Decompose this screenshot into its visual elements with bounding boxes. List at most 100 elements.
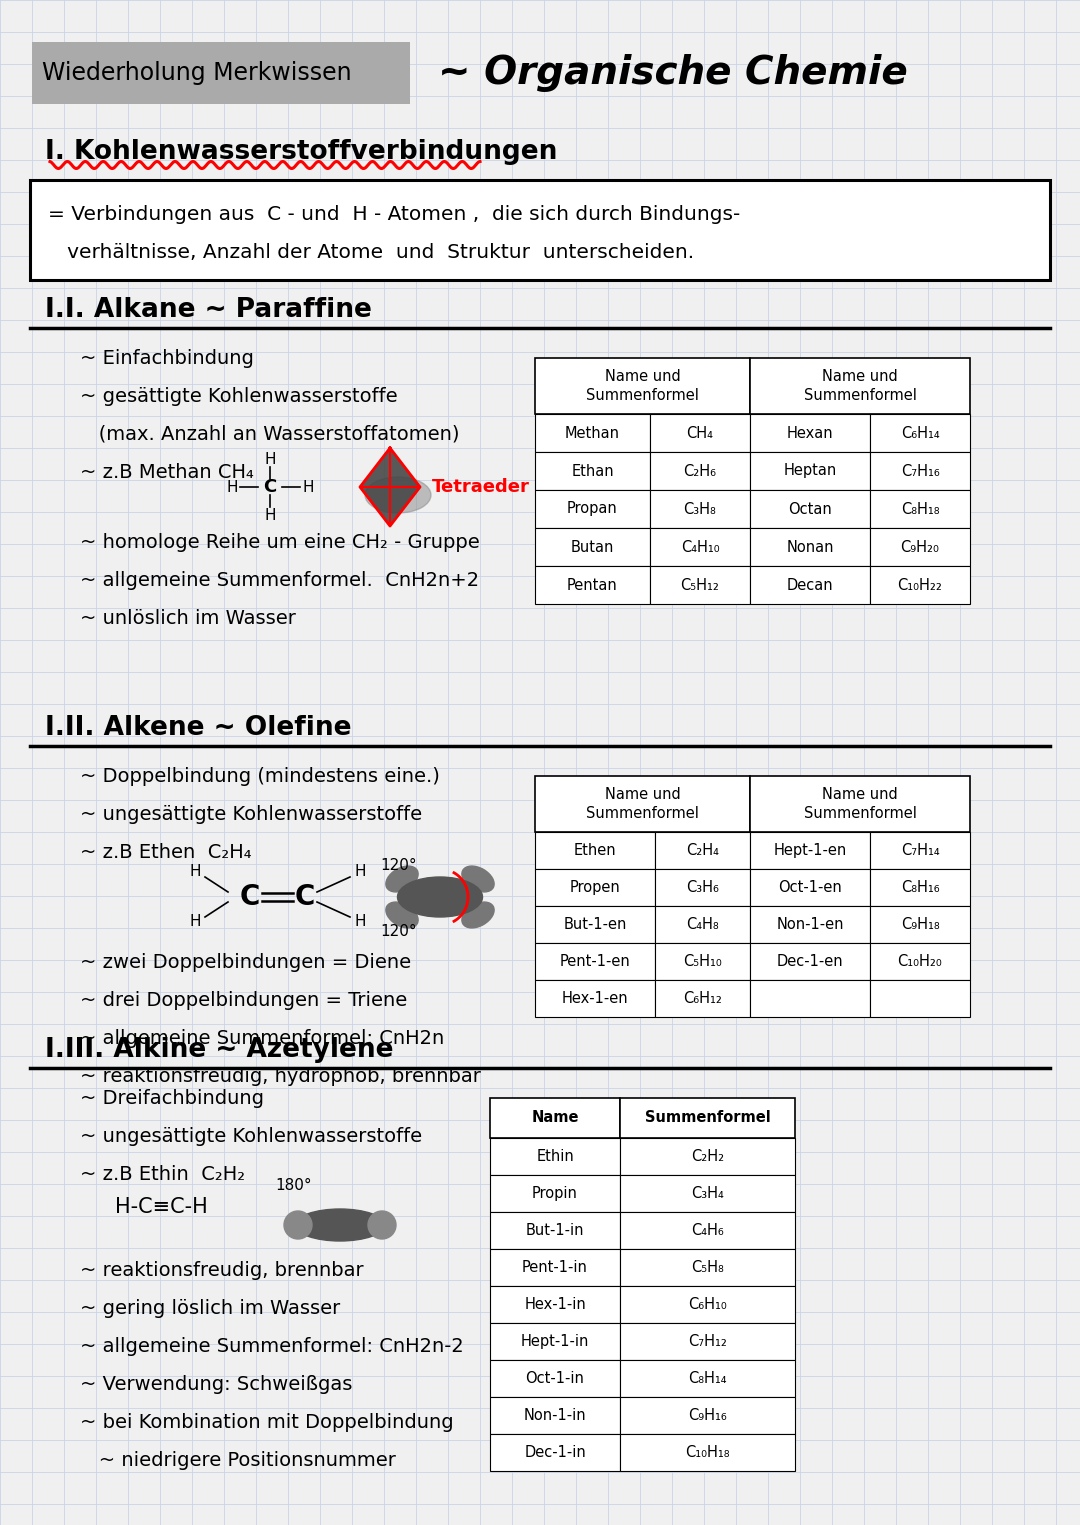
Ellipse shape (462, 903, 495, 927)
Bar (870, 528, 970, 566)
Text: C: C (240, 883, 260, 910)
Text: C₇H₁₆: C₇H₁₆ (901, 464, 940, 479)
Text: ~ Doppelbindung (mindestens eine.): ~ Doppelbindung (mindestens eine.) (80, 767, 440, 785)
Bar (750, 833, 870, 869)
Bar (32, 43, 410, 104)
Bar (870, 451, 970, 490)
Text: C₆H₁₂: C₆H₁₂ (683, 991, 721, 1006)
Text: 120°: 120° (380, 924, 417, 939)
Text: Dec-1-in: Dec-1-in (524, 1446, 585, 1459)
Text: C₁₀H₁₈: C₁₀H₁₈ (685, 1446, 730, 1459)
Bar (535, 869, 654, 906)
Text: ~ niedrigere Positionsnummer: ~ niedrigere Positionsnummer (80, 1450, 396, 1470)
Text: Propin: Propin (532, 1186, 578, 1202)
Text: C₉H₂₀: C₉H₂₀ (901, 540, 940, 555)
Text: H: H (354, 915, 366, 930)
Bar (490, 1286, 620, 1324)
Bar (535, 566, 650, 604)
Text: Methan: Methan (565, 425, 620, 441)
Text: Non-1-en: Non-1-en (777, 917, 843, 932)
Text: C₂H₂: C₂H₂ (691, 1148, 724, 1164)
Bar (535, 833, 654, 869)
Text: I.II. Alkene ~ Olefine: I.II. Alkene ~ Olefine (45, 715, 351, 741)
Bar (654, 906, 750, 942)
Bar (750, 981, 870, 1017)
Bar (654, 869, 750, 906)
Bar (620, 1174, 795, 1212)
Text: C₇H₁₂: C₇H₁₂ (688, 1334, 727, 1350)
Bar (30, 180, 1050, 281)
Bar (870, 490, 970, 528)
Text: Nonan: Nonan (786, 540, 834, 555)
Text: ~ Dreifachbindung: ~ Dreifachbindung (80, 1089, 264, 1107)
Text: I.III. Alkine ~ Azetylene: I.III. Alkine ~ Azetylene (45, 1037, 393, 1063)
Bar (654, 833, 750, 869)
Bar (650, 451, 750, 490)
Text: C₄H₆: C₄H₆ (691, 1223, 724, 1238)
Text: Name: Name (531, 1110, 579, 1125)
Text: Name und
Summenformel: Name und Summenformel (586, 369, 699, 404)
Bar (490, 1098, 620, 1138)
Bar (620, 1098, 795, 1138)
Bar (750, 566, 870, 604)
Ellipse shape (386, 903, 418, 927)
Text: C₃H₈: C₃H₈ (684, 502, 716, 517)
Bar (490, 1324, 620, 1360)
Bar (535, 981, 654, 1017)
Bar (535, 906, 654, 942)
Bar (870, 413, 970, 451)
Text: ~ homologe Reihe um eine CH₂ - Gruppe: ~ homologe Reihe um eine CH₂ - Gruppe (80, 532, 480, 552)
Ellipse shape (368, 1211, 396, 1238)
Ellipse shape (284, 1211, 312, 1238)
Bar (620, 1138, 795, 1174)
Bar (870, 906, 970, 942)
Text: C₇H₁₄: C₇H₁₄ (901, 843, 940, 859)
Bar (750, 869, 870, 906)
Text: Wiederholung Merkwissen: Wiederholung Merkwissen (42, 61, 352, 85)
Bar (650, 528, 750, 566)
Text: ~ unlöslich im Wasser: ~ unlöslich im Wasser (80, 608, 296, 627)
Bar (490, 1434, 620, 1472)
Text: H: H (265, 508, 275, 523)
Text: ~ reaktionsfreudig, brennbar: ~ reaktionsfreudig, brennbar (80, 1261, 364, 1279)
Bar (870, 869, 970, 906)
Text: Oct-1-in: Oct-1-in (526, 1371, 584, 1386)
Bar (750, 490, 870, 528)
Text: But-1-en: But-1-en (564, 917, 626, 932)
Text: ~ allgemeine Summenformel: CnH2n-2: ~ allgemeine Summenformel: CnH2n-2 (80, 1336, 463, 1356)
Text: ~ allgemeine Summenformel: CnH2n: ~ allgemeine Summenformel: CnH2n (80, 1028, 444, 1048)
Bar (750, 942, 870, 981)
Ellipse shape (386, 866, 418, 892)
Bar (490, 1212, 620, 1249)
Text: ~ allgemeine Summenformel.  CnH2n+2: ~ allgemeine Summenformel. CnH2n+2 (80, 570, 480, 590)
Bar (535, 528, 650, 566)
Text: Pentan: Pentan (567, 578, 618, 593)
Text: C₆H₁₀: C₆H₁₀ (688, 1296, 727, 1312)
Text: ~ drei Doppelbindungen = Triene: ~ drei Doppelbindungen = Triene (80, 991, 407, 1010)
Text: Ethan: Ethan (571, 464, 613, 479)
Text: Name und
Summenformel: Name und Summenformel (804, 787, 917, 822)
Text: C₂H₄: C₂H₄ (686, 843, 719, 859)
Text: C₆H₁₄: C₆H₁₄ (901, 425, 940, 441)
Bar (750, 451, 870, 490)
Bar (750, 358, 970, 413)
Bar (870, 566, 970, 604)
Bar (620, 1397, 795, 1434)
Text: I. Kohlenwasserstoffverbindungen: I. Kohlenwasserstoffverbindungen (45, 139, 557, 165)
Bar (620, 1249, 795, 1286)
Text: But-1-in: But-1-in (526, 1223, 584, 1238)
Text: 120°: 120° (380, 857, 417, 872)
Text: Hex-1-in: Hex-1-in (524, 1296, 585, 1312)
Text: Hept-1-in: Hept-1-in (521, 1334, 590, 1350)
Ellipse shape (462, 866, 495, 892)
Ellipse shape (365, 477, 431, 512)
Text: H: H (189, 915, 201, 930)
Text: ~ Organische Chemie: ~ Organische Chemie (438, 53, 908, 92)
Text: C₈H₁₆: C₈H₁₆ (901, 880, 940, 895)
Bar (490, 1138, 620, 1174)
Text: C: C (295, 883, 315, 910)
Bar (620, 1360, 795, 1397)
Text: H: H (354, 865, 366, 880)
Bar (620, 1286, 795, 1324)
Text: C₃H₄: C₃H₄ (691, 1186, 724, 1202)
